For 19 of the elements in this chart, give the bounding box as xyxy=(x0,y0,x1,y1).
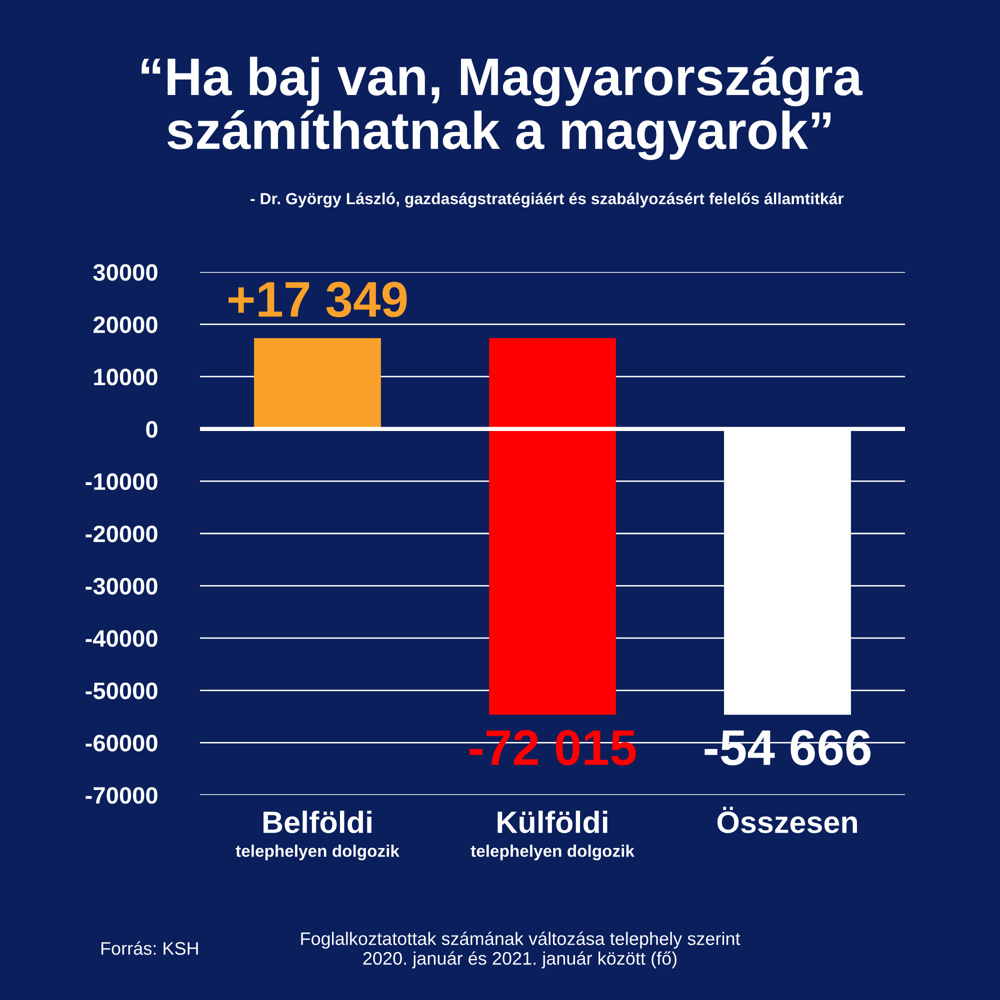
y-tick-label: -40000 xyxy=(86,630,158,647)
y-tick-label: -30000 xyxy=(86,578,158,595)
y-tick-label: -10000 xyxy=(86,473,158,490)
chart-subtitle: - Dr. György László, gazdaságstratégiáért és szabályozásért felelős államtitkár xyxy=(250,192,844,208)
text: Foglalkoztatottak számának változása telephely szerint 2020. január és 2021. január között (fő) xyxy=(301,932,740,968)
text: Forrás: KSH xyxy=(101,941,198,955)
y-tick-label: -60000 xyxy=(86,734,158,752)
y-tick-label: 20000 xyxy=(94,316,158,334)
chart-title: “Ha baj van, Magyarországra számíthatnak a magyarok” xyxy=(142,56,863,160)
data-label: +17 349 xyxy=(228,282,407,318)
y-tick-label: -20000 xyxy=(86,526,158,542)
y-tick-label: -50000 xyxy=(86,682,158,700)
y-tick-label: 30000 xyxy=(93,264,158,281)
y-tick-label: 10000 xyxy=(94,368,158,386)
x-tick-label: Belföldi telephelyen dolgozik xyxy=(236,810,400,860)
x-tick-label: Összesen xyxy=(717,806,857,834)
y-tick-label: 0 xyxy=(146,420,158,438)
x-tick-label: Külföldi telephelyen dolgozik xyxy=(470,810,634,860)
y-tick-label: -70000 xyxy=(86,787,158,804)
